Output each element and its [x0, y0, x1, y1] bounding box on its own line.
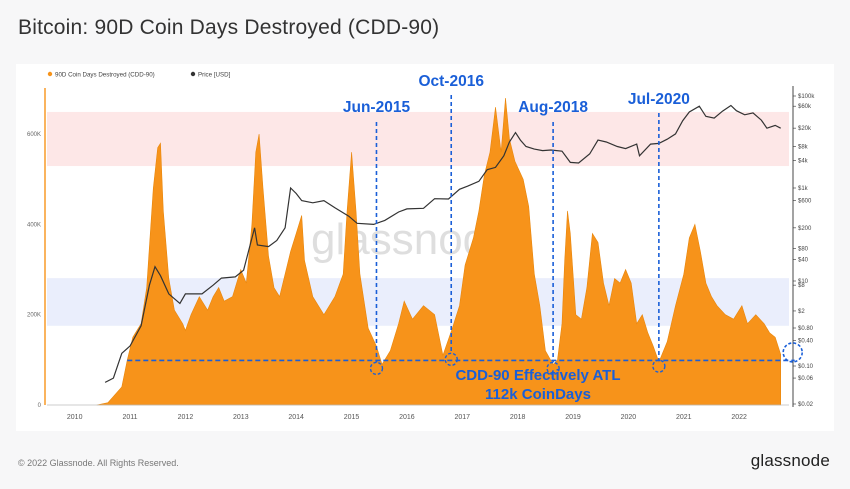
bottom-label: Jul-2020	[628, 91, 690, 108]
y-right-tick-label: $1k	[798, 186, 809, 192]
x-tick-label: 2012	[178, 414, 194, 421]
band-upper	[47, 111, 789, 167]
callout-line-2: 112k CoinDays	[485, 386, 591, 403]
x-tick-label: 2020	[621, 414, 637, 421]
legend-marker	[47, 71, 53, 77]
x-tick-label: 2010	[67, 414, 83, 421]
x-tick-label: 2011	[123, 414, 138, 421]
bottom-circle	[652, 359, 666, 373]
brand-logo-text: glassnode	[750, 451, 830, 470]
bottom-label: Jun-2015	[343, 99, 411, 116]
annotations: Jun-2015 Oct-2016 Aug-2018 Jul-2020	[127, 73, 803, 376]
y-right-tick-label: $60k	[798, 104, 812, 110]
x-tick-label: 2021	[676, 414, 692, 421]
bottom-circle	[444, 352, 458, 367]
x-tick-label: 2014	[288, 414, 304, 421]
y-right-tick-label: $40	[798, 257, 809, 263]
copyright-text: © 2022 Glassnode. All Rights Reserved.	[18, 458, 179, 468]
y-right-tick-label: $8k	[798, 144, 809, 150]
bottom-circle	[369, 361, 384, 376]
bottom-label: Aug-2018	[518, 99, 588, 116]
y-right-tick-label: $20k	[798, 126, 812, 132]
axes: 2010 2011 2012 2013 2014 2015 2016 2017 2018 2019…	[27, 86, 815, 421]
x-tick-label: 2022	[731, 414, 747, 421]
legend-marker	[190, 71, 196, 77]
y-right-tick-label: $0.80	[798, 326, 814, 332]
cdd-price-chart: glassnode 2010 2011 2012 2013 2014 2015 2016 20…	[27, 71, 815, 422]
x-tick-label: 2018	[510, 414, 526, 421]
bottom-circle	[546, 361, 560, 376]
current-circle	[782, 342, 803, 363]
x-tick-label: 2015	[344, 414, 360, 421]
y-right-tick-label: $0.06	[798, 376, 814, 382]
y-right-tick-label: $0.10	[798, 364, 814, 370]
price-line	[104, 104, 781, 383]
y-left-tick-label: 600K	[27, 132, 41, 138]
y-right-tick-label: $600	[798, 199, 812, 205]
callout-line-1: CDD-90 Effectively ATL	[455, 367, 620, 384]
cdd-area-series	[96, 97, 782, 406]
price-line-series	[104, 104, 781, 383]
y-right-tick-label: $0.02	[798, 402, 814, 408]
chart-card: glassnode 2010 2011 2012 2013 2014 2015 2016 20…	[16, 64, 834, 431]
y-right-tick-label: $200	[798, 226, 812, 232]
legend-label: 90D Coin Days Destroyed (CDD-90)	[55, 72, 155, 79]
y-right-tick-label: $10	[798, 279, 809, 285]
legend: 90D Coin Days Destroyed (CDD-90) Price [U…	[47, 71, 231, 79]
legend-label: Price [USD]	[198, 72, 231, 79]
y-right-tick-label: $8	[798, 283, 805, 289]
y-right-tick-label: $100k	[798, 94, 815, 100]
y-right-tick-label: $0.40	[798, 339, 814, 345]
y-left-tick-label: 200K	[27, 313, 41, 319]
y-left-tick-label: 400K	[27, 222, 41, 228]
y-left-tick-label: 0	[38, 403, 42, 409]
cdd-area	[96, 97, 782, 406]
shaded-bands	[47, 111, 789, 326]
y-right-tick-label: $2	[798, 309, 805, 315]
x-tick-label: 2013	[233, 414, 249, 421]
bottom-label: Oct-2016	[418, 73, 484, 90]
y-right-tick-label: $80	[798, 246, 809, 252]
x-tick-label: 2019	[565, 414, 581, 421]
x-tick-label: 2016	[399, 414, 415, 421]
y-right-tick-label: $4k	[798, 158, 809, 164]
page-title: Bitcoin: 90D Coin Days Destroyed (CDD-90…	[18, 16, 440, 39]
x-tick-label: 2017	[455, 414, 471, 421]
